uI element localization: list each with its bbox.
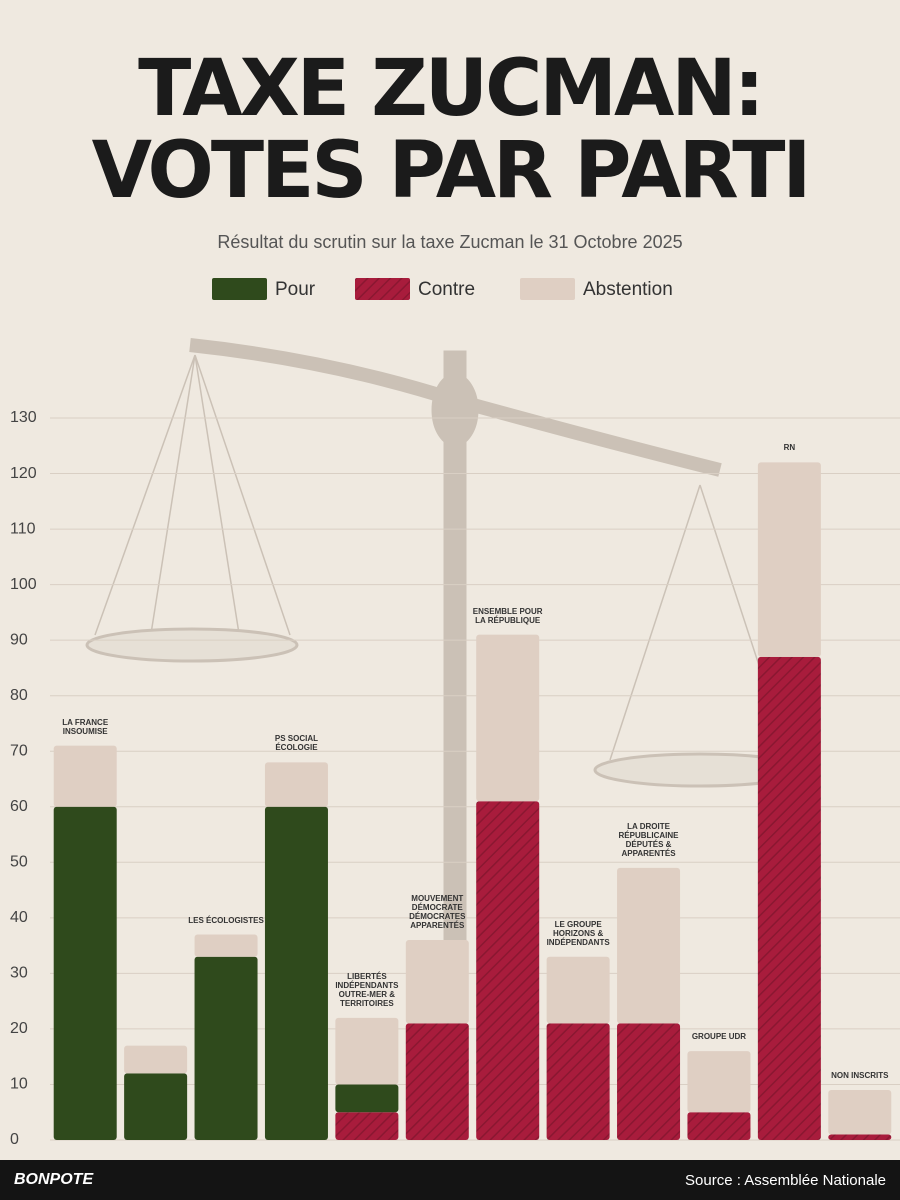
bar-segment xyxy=(124,1045,188,1074)
bar-segment xyxy=(546,956,610,1024)
bar-segment xyxy=(828,1134,892,1140)
bar-segment xyxy=(687,1112,751,1140)
y-tick-label: 70 xyxy=(10,742,28,759)
bar-segment xyxy=(335,1112,399,1140)
y-tick-label: 100 xyxy=(10,576,37,593)
legend-label: Pour xyxy=(275,279,316,300)
y-tick-label: 30 xyxy=(10,965,28,982)
y-tick-label: 130 xyxy=(10,409,37,426)
footer: BONPOTE Source : Assemblée Nationale xyxy=(0,1160,900,1200)
bar-segment xyxy=(405,1023,469,1140)
category-label: LE GROUPE HORIZONS & INDÉPENDANTS xyxy=(546,919,610,947)
bar-segment xyxy=(476,634,540,802)
scale-illustration xyxy=(85,338,807,1054)
bar-segment xyxy=(335,1084,399,1113)
bar-segment xyxy=(53,745,117,807)
bar-segment xyxy=(264,762,328,807)
chart: Pour Contre Abstention 0 10 20 30 40 50 60 70 80 90 1… xyxy=(10,278,900,1148)
legend-label: Abstention xyxy=(583,279,673,300)
bar-segment xyxy=(828,1090,892,1135)
legend-label: Contre xyxy=(418,279,475,300)
bar-segment xyxy=(194,956,258,1140)
y-tick-label: 110 xyxy=(10,520,36,537)
y-tick-label: 60 xyxy=(10,798,28,815)
bar-segment xyxy=(405,940,469,1024)
y-tick-label: 80 xyxy=(10,687,28,704)
y-tick-label: 90 xyxy=(10,631,28,648)
bar-segment xyxy=(757,656,821,1140)
bar-segment xyxy=(476,801,540,1140)
category-label: groupe udr xyxy=(691,1032,747,1042)
bar-segment xyxy=(687,1051,751,1113)
category-label: PS SOCIAL ÉCOLOGIE xyxy=(274,734,319,753)
bar-segment xyxy=(194,934,258,957)
y-tick-label: 0 xyxy=(10,1131,19,1148)
bar-segment xyxy=(53,806,117,1140)
y-tick-label: 120 xyxy=(10,465,37,482)
legend-swatch xyxy=(520,278,575,300)
category-label: LIBERTÉS INDÉPENDANTS OUTRE-MER & TERRIT… xyxy=(335,971,399,1008)
category-label: LA DROITE RÉPUBLICAINE DÉPUTÉS & APPAREN… xyxy=(618,821,679,858)
y-tick-label: 10 xyxy=(10,1076,28,1093)
chart-title-line: VOTES PAR PARTI xyxy=(91,126,812,216)
source: Source : Assemblée Nationale xyxy=(685,1172,886,1189)
bar-segment xyxy=(124,1073,188,1140)
category-label: RN xyxy=(783,443,796,453)
category-label: LES ÉCOLOGISTES xyxy=(188,915,264,925)
category-label: MOUVEMENT DÉMOCRATE DÉMOCRATES APPARENTÉ… xyxy=(409,894,466,931)
legend-swatch xyxy=(355,278,410,300)
y-tick-label: 50 xyxy=(10,854,28,871)
category-label: ENSEMBLE POUR LA RÉPUBLIQUE xyxy=(472,606,543,625)
bar-segment xyxy=(546,1023,610,1140)
chart-subtitle: Résultat du scrutin sur la taxe Zucman l… xyxy=(217,232,683,252)
category-label: LA FRANCE INSOUMISE xyxy=(62,717,109,736)
bar-segment xyxy=(264,806,328,1140)
bar-segment xyxy=(617,867,681,1024)
legend-swatch xyxy=(212,278,267,300)
bar-segment xyxy=(335,1017,399,1085)
category-label: NON INSCRITS xyxy=(831,1071,889,1080)
chart-title: TAXE ZUCMAN: xyxy=(138,44,765,134)
y-tick-label: 20 xyxy=(10,1020,28,1037)
y-tick-label: 40 xyxy=(10,909,28,926)
brand: BONPOTE xyxy=(14,1171,94,1188)
bar-segment xyxy=(757,462,821,657)
bar-segment xyxy=(617,1023,681,1140)
